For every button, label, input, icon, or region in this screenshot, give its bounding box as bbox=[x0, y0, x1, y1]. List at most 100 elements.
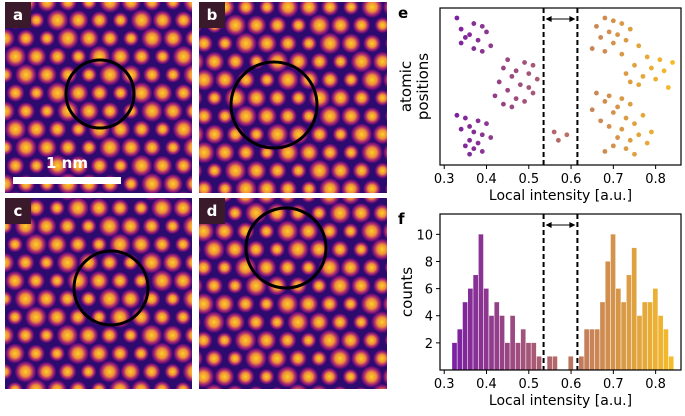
lattice-atom bbox=[343, 2, 359, 15]
lattice-atom bbox=[355, 386, 367, 389]
lattice-atom bbox=[227, 277, 243, 294]
data-point bbox=[602, 15, 608, 21]
plot-frame bbox=[439, 213, 682, 371]
lattice-atom bbox=[279, 107, 297, 126]
lattice-atom bbox=[227, 205, 243, 221]
lattice-atom bbox=[374, 17, 387, 34]
histogram-bar bbox=[489, 315, 494, 370]
data-point bbox=[467, 32, 472, 38]
lattice-atom bbox=[352, 16, 371, 35]
data-point bbox=[458, 126, 464, 132]
lattice-atom bbox=[16, 326, 35, 345]
data-point bbox=[471, 146, 477, 152]
lattice-atom bbox=[46, 9, 69, 32]
data-point bbox=[589, 107, 595, 113]
lattice-atom bbox=[329, 347, 351, 370]
lattice-atom bbox=[164, 363, 181, 380]
lattice-atom bbox=[7, 309, 23, 326]
lattice-atom bbox=[69, 235, 87, 254]
lattice-atom bbox=[26, 46, 47, 67]
histogram-bar bbox=[594, 329, 600, 370]
lattice-atom bbox=[165, 66, 181, 83]
lattice-atom bbox=[80, 363, 97, 380]
lattice-atom bbox=[279, 34, 297, 53]
lattice-atom bbox=[363, 107, 381, 126]
lattice-atom bbox=[15, 63, 37, 86]
lattice-atom bbox=[308, 14, 331, 37]
lattice-atom bbox=[217, 108, 233, 125]
data-point bbox=[665, 85, 671, 90]
lattice-atom bbox=[25, 306, 47, 329]
data-point bbox=[467, 137, 472, 143]
lattice-atom bbox=[184, 253, 192, 272]
lattice-atom bbox=[226, 384, 244, 389]
lattice-atom bbox=[385, 110, 387, 122]
data-point bbox=[496, 79, 502, 85]
histogram-bar bbox=[652, 288, 658, 370]
lattice-atom bbox=[268, 16, 287, 35]
y-tick-label: 10 bbox=[416, 228, 433, 243]
lattice-atom bbox=[258, 295, 275, 312]
lattice-atom bbox=[372, 124, 387, 145]
lattice-atom bbox=[69, 380, 87, 389]
lattice-atom bbox=[59, 2, 77, 11]
atomic-lattice-image bbox=[199, 198, 387, 389]
lattice-atom bbox=[182, 360, 192, 383]
lattice-atom bbox=[173, 198, 192, 218]
lattice-atom bbox=[363, 198, 380, 204]
histogram-bar bbox=[547, 356, 552, 370]
lattice-atom bbox=[173, 343, 192, 364]
histogram-bar bbox=[584, 329, 589, 370]
lattice-atom bbox=[182, 288, 192, 310]
lattice-atom bbox=[320, 367, 339, 386]
lattice-atom bbox=[249, 385, 263, 389]
lattice-atom bbox=[17, 29, 35, 48]
lattice-atom bbox=[140, 251, 163, 274]
scale-bar-label: 1 nm bbox=[46, 154, 88, 172]
lattice-atom bbox=[279, 179, 297, 193]
lattice-atom bbox=[298, 366, 319, 387]
panel-label: f bbox=[398, 210, 405, 228]
data-point bbox=[522, 60, 527, 65]
lattice-atom bbox=[199, 52, 205, 72]
lattice-atom bbox=[258, 223, 275, 240]
lattice-atom bbox=[184, 326, 192, 345]
lattice-atom bbox=[204, 124, 225, 145]
lattice-atom bbox=[142, 217, 161, 236]
lattice-atom bbox=[311, 205, 327, 221]
data-point bbox=[627, 101, 633, 107]
histogram-bar bbox=[663, 329, 669, 370]
lattice-atom bbox=[9, 191, 22, 193]
lattice-atom bbox=[26, 119, 47, 140]
lattice-atom bbox=[5, 252, 15, 273]
lattice-atom bbox=[247, 313, 265, 332]
lattice-atom bbox=[216, 259, 233, 276]
lattice-atom bbox=[237, 143, 255, 162]
lattice-atom bbox=[288, 124, 309, 145]
lattice-atom bbox=[5, 101, 15, 122]
lattice-atom bbox=[32, 192, 41, 193]
histogram-bar bbox=[457, 329, 463, 370]
lattice-atom bbox=[351, 203, 371, 223]
lattice-atom bbox=[351, 275, 371, 296]
histogram-bar bbox=[647, 302, 653, 370]
data-point bbox=[606, 124, 612, 129]
lattice-atom bbox=[152, 155, 173, 176]
histogram-bar bbox=[552, 356, 558, 370]
lattice-atom bbox=[56, 324, 79, 347]
lattice-atom bbox=[199, 68, 215, 91]
lattice-atom bbox=[329, 202, 351, 224]
lattice-atom bbox=[163, 173, 183, 193]
lattice-atom bbox=[183, 136, 192, 159]
data-point bbox=[513, 96, 519, 102]
lattice-atom bbox=[36, 288, 57, 309]
lattice-atom bbox=[199, 277, 203, 294]
lattice-atom bbox=[203, 311, 225, 334]
lattice-atom bbox=[100, 253, 119, 272]
data-point bbox=[640, 73, 646, 79]
lattice-atom bbox=[68, 155, 89, 176]
lattice-atom bbox=[256, 330, 277, 351]
lattice-atom bbox=[224, 159, 247, 182]
lattice-atom bbox=[81, 2, 97, 10]
data-point bbox=[530, 90, 536, 96]
